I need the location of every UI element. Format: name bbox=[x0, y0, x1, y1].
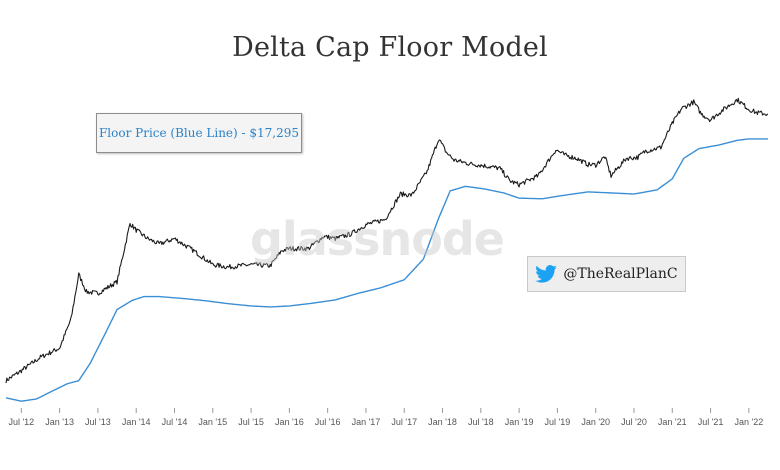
x-tick-label: Jan '17 bbox=[352, 417, 381, 427]
x-tick-label: Jan '14 bbox=[122, 417, 151, 427]
x-tick-label: Jul '19 bbox=[545, 417, 571, 427]
x-tick-label: Jul '13 bbox=[85, 417, 111, 427]
x-tick-label: Jan '13 bbox=[45, 417, 74, 427]
floor-price-series-line bbox=[5, 138, 768, 402]
twitter-bird-icon bbox=[535, 265, 558, 283]
x-tick-label: Jul '20 bbox=[621, 417, 647, 427]
x-tick-label: Jul '15 bbox=[238, 417, 264, 427]
x-tick-label: Jul '12 bbox=[8, 417, 34, 427]
x-tick-label: Jan '19 bbox=[505, 417, 534, 427]
x-tick-label: Jan '22 bbox=[734, 417, 763, 427]
x-tick-label: Jan '21 bbox=[658, 417, 687, 427]
x-tick-label: Jul '21 bbox=[698, 417, 724, 427]
x-tick-label: Jan '20 bbox=[581, 417, 610, 427]
x-tick-label: Jan '16 bbox=[275, 417, 304, 427]
x-tick-label: Jul '18 bbox=[468, 417, 494, 427]
x-tick-label: Jan '18 bbox=[428, 417, 457, 427]
x-tick-label: Jan '15 bbox=[198, 417, 227, 427]
x-tick-label: Jul '17 bbox=[391, 417, 417, 427]
glassnode-watermark: glassnode bbox=[250, 212, 505, 266]
chart-title: Delta Cap Floor Model bbox=[232, 32, 548, 63]
price-series-line bbox=[5, 97, 769, 384]
floor-price-callout: Floor Price (Blue Line) - $17,295 bbox=[96, 113, 302, 153]
x-tick-label: Jul '14 bbox=[162, 417, 188, 427]
social-handle-box: @TheRealPlanC bbox=[527, 256, 686, 292]
floor-price-label: Floor Price (Blue Line) - $17,295 bbox=[98, 126, 300, 140]
x-axis: Jul '12 Jan '13 Jul '13 Jan '14 Jul '14 Jan '… bbox=[8, 408, 763, 427]
social-handle-text: @TheRealPlanC bbox=[563, 266, 678, 282]
series-layer bbox=[5, 97, 769, 402]
x-tick-label: Jul '16 bbox=[315, 417, 341, 427]
